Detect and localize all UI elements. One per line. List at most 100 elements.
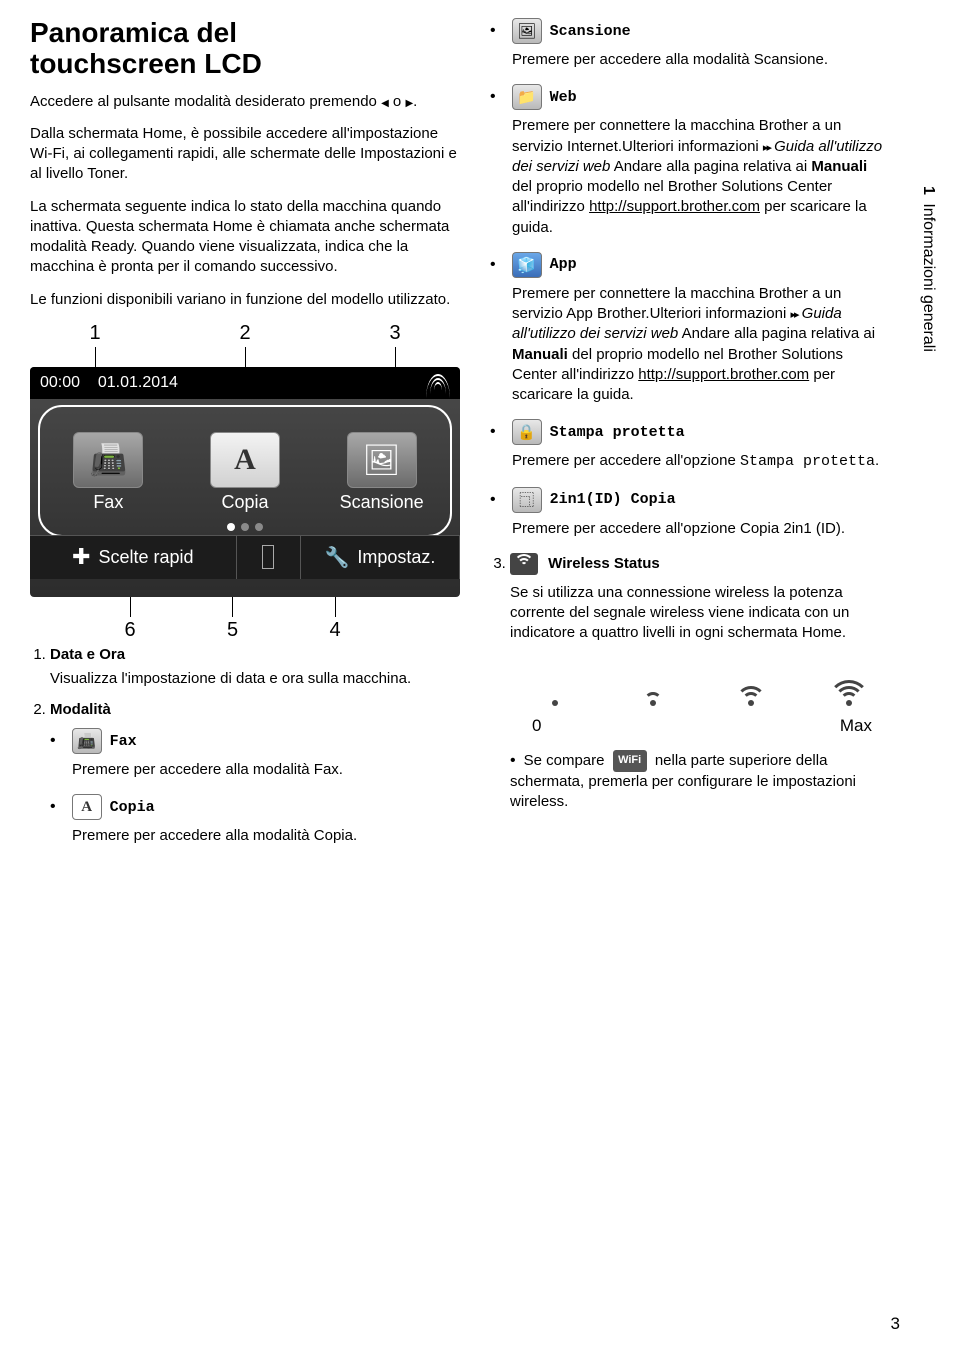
chapter-number: 1	[920, 186, 937, 195]
bullet-dot	[490, 491, 504, 509]
item-app: 🧊 App Premere per connettere la macchina…	[490, 252, 890, 406]
double-arrow-icon	[790, 305, 797, 322]
wifi-level-2	[728, 662, 774, 708]
web-mono-label: Web	[550, 89, 577, 106]
right-column: 🖼 Scansione Premere per accedere alla mo…	[490, 18, 890, 861]
wifi-level-3	[826, 662, 872, 708]
chapter-side-tab: 1 Informazioni generali	[916, 180, 940, 358]
bullet-dot	[510, 752, 524, 769]
wrench-icon: 🔧	[324, 545, 349, 570]
callouts-top: 1 2 3	[30, 322, 460, 367]
item-stampa: 🔒 Stampa protetta Premere per accedere a…	[490, 419, 890, 472]
intro-1: Accedere al pulsante modalità desiderato…	[30, 92, 460, 112]
intro1b: o	[389, 93, 406, 110]
wifi-level-1	[630, 662, 676, 708]
item-3: Wireless Status Se si utilizza una conne…	[510, 553, 890, 812]
scan-icon: 🖼	[347, 432, 417, 488]
numbered-list-right: Wireless Status Se si utilizza una conne…	[510, 553, 890, 812]
lcd-bottom-bar: ✚ Scelte rapid 🔧 Impostaz.	[30, 535, 460, 579]
callout-5: 5	[227, 619, 238, 641]
double-arrow-icon	[763, 138, 770, 155]
copy-mono-label: Copia	[110, 799, 155, 816]
wifi-icon	[426, 374, 450, 392]
app-link[interactable]: http://support.brother.com	[638, 366, 809, 383]
item-1-body: Visualizza l'impostazione di data e ora …	[50, 669, 460, 689]
toner-button[interactable]	[237, 535, 301, 579]
2in1-label: 2in1(ID) Copia	[550, 491, 676, 508]
copy-mini-icon: A	[72, 794, 102, 820]
lcd-apps-row: 📠 Fax A Copia 🖼 Scansione	[38, 405, 452, 537]
bullet-dot	[50, 798, 64, 816]
callout-6: 6	[124, 619, 135, 641]
copy-desc: Premere per accedere alla modalità Copia…	[72, 826, 460, 846]
bullet-dot	[490, 22, 504, 40]
callouts-bottom: 6 5 4	[30, 597, 460, 642]
item-2in1: ⿹ 2in1(ID) Copia Premere per accedere al…	[490, 487, 890, 539]
wifi-level-0	[532, 662, 578, 708]
lcd-date: 01.01.2014	[98, 374, 178, 391]
wifi-level-labels: 0 Max	[532, 716, 872, 736]
bullet-dot	[50, 732, 64, 750]
fax-label: Fax	[48, 492, 168, 513]
lcd-diagram: 1 2 3 00:00 01.01.2014	[30, 322, 460, 632]
toner-icon	[262, 545, 274, 569]
copy-app[interactable]: A Copia	[185, 432, 305, 513]
bullet-dot	[490, 256, 504, 274]
item-1-title: Data e Ora	[50, 646, 125, 663]
fax-mini-icon: 📠	[72, 728, 102, 754]
numbered-list-left: Data e Ora Visualizza l'impostazione di …	[50, 646, 460, 847]
settings-label: Impostaz.	[357, 547, 435, 568]
item-3-body: Se si utilizza una connessione wireless …	[510, 583, 890, 644]
fax-desc: Premere per accedere alla modalità Fax.	[72, 760, 460, 780]
item-1: Data e Ora Visualizza l'impostazione di …	[50, 646, 460, 689]
web-link[interactable]: http://support.brother.com	[589, 198, 760, 215]
settings-button[interactable]: 🔧 Impostaz.	[301, 535, 460, 579]
intro1a: Accedere al pulsante modalità desiderato…	[30, 93, 381, 110]
wifi-signal-levels	[532, 658, 872, 708]
intro-2: Dalla schermata Home, è possibile accede…	[30, 124, 460, 185]
lcd-time: 00:00	[40, 374, 80, 391]
secure-print-mini-icon: 🔒	[512, 419, 542, 445]
2in1-mini-icon: ⿹	[512, 487, 542, 513]
lcd-topbar: 00:00 01.01.2014	[30, 367, 460, 399]
fax-icon: 📠	[73, 432, 143, 488]
bullet-dot	[490, 88, 504, 106]
item-2-copia: A Copia Premere per accedere alla modali…	[50, 794, 460, 846]
scan-desc: Premere per accedere alla modalità Scans…	[512, 50, 890, 70]
title-line1: Panoramica del	[30, 17, 237, 48]
app-mono-label: App	[550, 256, 577, 273]
bullet-dot	[490, 423, 504, 441]
title-line2: touchscreen LCD	[30, 48, 262, 79]
item-2: Modalità 📠 Fax Premere per accedere alla…	[50, 701, 460, 847]
right-arrow-glyph	[405, 93, 413, 110]
item-3-title: Wireless Status	[548, 555, 660, 572]
wifi-min-label: 0	[532, 716, 541, 736]
intro-4: Le funzioni disponibili variano in funzi…	[30, 290, 460, 310]
scan-mono-label: Scansione	[550, 23, 631, 40]
scan-label: Scansione	[322, 492, 442, 513]
item-scan: 🖼 Scansione Premere per accedere alla mo…	[490, 18, 890, 70]
copy-label: Copia	[185, 492, 305, 513]
callout-1: 1	[89, 322, 100, 344]
left-arrow-glyph	[381, 93, 389, 110]
intro-3: La schermata seguente indica lo stato de…	[30, 197, 460, 278]
chapter-label: Informazioni generali	[920, 203, 937, 352]
page-title: Panoramica del touchscreen LCD	[30, 18, 460, 80]
shortcuts-button[interactable]: ✚ Scelte rapid	[30, 535, 237, 579]
callout-3: 3	[389, 322, 400, 344]
web-desc: Premere per connettere la macchina Broth…	[512, 116, 890, 238]
secure-print-desc: Premere per accedere all'opzione Stampa …	[512, 451, 890, 472]
plus-icon: ✚	[72, 544, 90, 570]
page-dots	[30, 523, 460, 531]
wifi-badge-icon: WiFi	[613, 750, 647, 772]
scan-mini-icon: 🖼	[512, 18, 542, 44]
fax-mono-label: Fax	[110, 733, 137, 750]
intro1c: .	[413, 93, 417, 110]
item-3-sub: Se compare WiFi nella parte superiore de…	[510, 750, 890, 813]
item-2-title: Modalità	[50, 701, 111, 718]
secure-print-label: Stampa protetta	[550, 424, 685, 441]
fax-app[interactable]: 📠 Fax	[48, 432, 168, 513]
app-desc: Premere per connettere la macchina Broth…	[512, 284, 890, 406]
right-bullets: 🖼 Scansione Premere per accedere alla mo…	[490, 18, 890, 539]
scan-app[interactable]: 🖼 Scansione	[322, 432, 442, 513]
